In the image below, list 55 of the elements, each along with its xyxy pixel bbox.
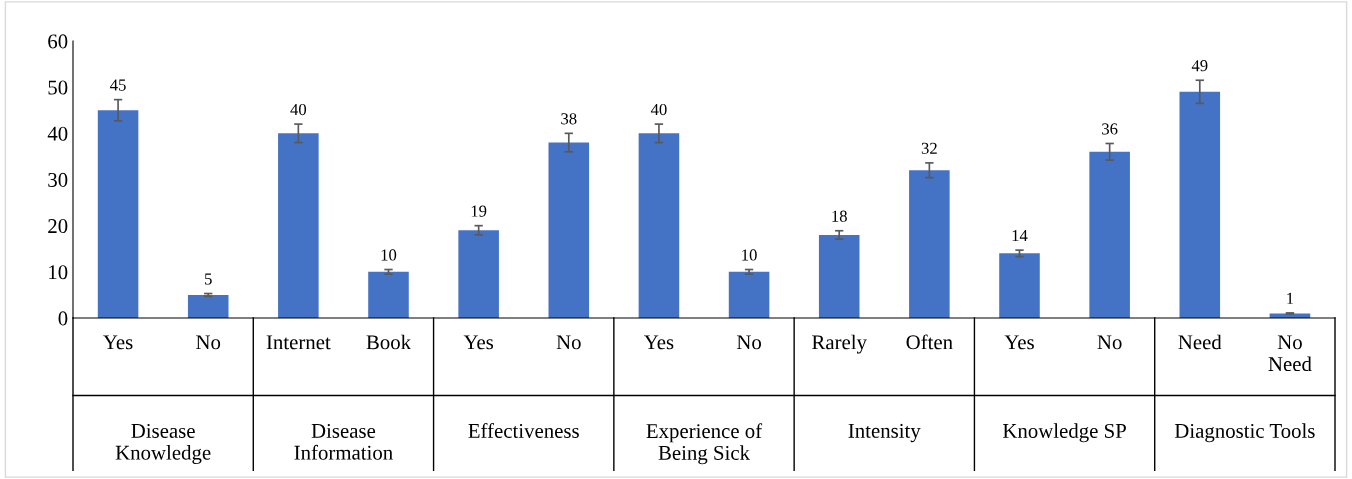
data-label: 36 <box>1102 123 1118 135</box>
data-label: 14 <box>1012 230 1028 242</box>
bar <box>909 170 950 318</box>
bar <box>1089 151 1130 318</box>
text: Intensity <box>848 423 921 443</box>
x-tick-label: No <box>556 335 581 350</box>
text: Experience of Being Sick <box>646 423 763 465</box>
x-tick-label: Internet <box>266 335 331 350</box>
x-tick-label: Often <box>906 334 953 350</box>
data-label: 45 <box>110 79 126 91</box>
data-label: 5 <box>205 273 212 285</box>
x-tick-label: Yes <box>1004 335 1034 350</box>
x-tick-label: No Need <box>1268 335 1312 372</box>
y-tick-label: 0 <box>58 311 68 326</box>
x-tick-label: Yes <box>463 335 494 350</box>
x-tick-label: Yes <box>103 335 133 350</box>
bar <box>187 294 229 318</box>
text: Effectiveness <box>468 423 579 438</box>
y-tick-label: 30 <box>48 172 68 187</box>
x-tick-label: Rarely <box>812 334 867 354</box>
text: Disease Information <box>294 423 393 460</box>
data-label: 40 <box>290 103 307 116</box>
y-tick-label: 20 <box>48 219 68 234</box>
x-tick-label: No <box>736 335 762 350</box>
bar <box>368 271 409 318</box>
x-tick-label: Book <box>366 334 412 350</box>
x-tick-label: No <box>196 335 221 350</box>
bar <box>638 133 680 318</box>
bar <box>1179 91 1221 318</box>
bar <box>999 253 1040 318</box>
y-tick-label: 40 <box>47 126 68 141</box>
y-tick-label: 10 <box>49 265 68 280</box>
text: Knowledge SP <box>1002 423 1126 443</box>
text: Disease Knowledge <box>115 423 211 464</box>
data-label: 1 <box>1287 292 1294 304</box>
data-label: 32 <box>921 142 937 154</box>
data-label: 10 <box>381 249 397 261</box>
data-label: 40 <box>650 103 667 116</box>
data-label: 38 <box>561 113 577 125</box>
data-label: 49 <box>1191 60 1208 72</box>
bar <box>728 271 770 318</box>
bar <box>818 234 860 318</box>
x-tick-label: Need <box>1178 334 1222 350</box>
bar <box>548 142 590 318</box>
bar <box>278 133 319 318</box>
y-tick-label: 50 <box>48 80 68 95</box>
y-tick-label: 60 <box>48 34 68 49</box>
data-label: 18 <box>832 210 847 222</box>
bar <box>458 230 499 318</box>
data-label: 10 <box>742 249 757 261</box>
text: Diagnostic Tools <box>1174 423 1315 443</box>
bar <box>97 110 139 318</box>
x-tick-label: No <box>1097 335 1122 350</box>
x-tick-label: Yes <box>644 335 674 350</box>
data-label: 19 <box>471 205 487 217</box>
